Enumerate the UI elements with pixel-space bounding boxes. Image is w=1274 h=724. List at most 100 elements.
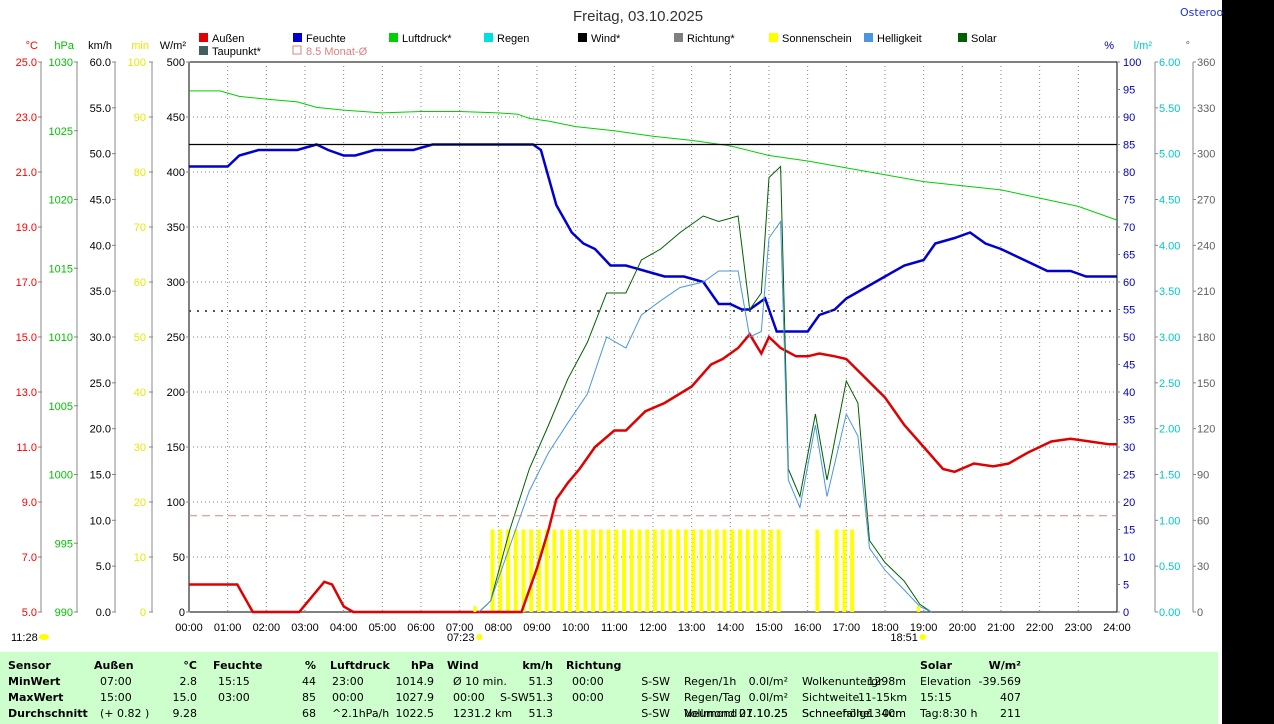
aussen-time: 15:00 — [100, 691, 132, 704]
sunshine-bar — [629, 529, 634, 612]
rain-tick-label: 5.50 — [1159, 103, 1180, 115]
moon-icon — [39, 634, 49, 640]
x-tick-label: 17:00 — [833, 622, 861, 634]
legend-label: Feuchte — [306, 33, 346, 45]
sunshine-bar — [575, 529, 580, 612]
pressure-tick-label: 1000 — [49, 470, 73, 482]
sunshine-bar — [598, 529, 603, 612]
x-tick-label: 16:00 — [794, 622, 822, 634]
chart-series — [189, 90, 1118, 614]
header-luftdruck-unit: hPa — [410, 659, 434, 672]
sun-tick-label: 60 — [134, 277, 146, 289]
luftdruck-time: 23:00 — [332, 675, 364, 688]
solar-value: 211 — [1000, 707, 1021, 720]
pressure-tick-label: 1015 — [49, 263, 73, 275]
sunshine-bar — [738, 529, 742, 612]
x-tick-label: 13:00 — [678, 622, 706, 634]
series-helligkeit-line — [478, 219, 932, 613]
wind-direction: S-SW — [500, 691, 529, 704]
rain-tick-label: 6.00 — [1159, 57, 1180, 69]
rain-unit-label: l/m² — [1134, 40, 1153, 52]
rain-tick-label: 1.00 — [1159, 515, 1180, 527]
legend-swatch — [958, 33, 967, 42]
legend-swatch — [292, 45, 302, 55]
sun-tick-label: 40 — [134, 387, 146, 399]
x-tick-label: 15:00 — [755, 622, 783, 634]
temp-tick-label: 19.0 — [16, 222, 37, 234]
rain-tick-label: 3.00 — [1159, 332, 1180, 344]
header-wind-unit: km/h — [522, 659, 553, 672]
solar-value: -39.569 — [978, 675, 1021, 688]
right-black-panel — [1222, 0, 1274, 724]
richtung-time: 00:00 — [572, 691, 604, 704]
extra-label: Regen/1h — [684, 675, 737, 688]
row-label: MinWert — [8, 675, 61, 688]
wind-tick-label: 55.0 — [90, 103, 111, 115]
sunshine-bar — [668, 529, 673, 612]
wind-tick-label: 5.0 — [96, 561, 111, 573]
temp-tick-label: 23.0 — [16, 112, 37, 124]
wind-time: 1231.2 km — [453, 707, 513, 720]
header-feuchte: Feuchte — [213, 659, 263, 672]
direction-tick-label: 60 — [1197, 515, 1209, 527]
richtung-direction: S-SW — [641, 707, 670, 720]
sunshine-bar — [834, 529, 839, 612]
temp-tick-label: 13.0 — [16, 387, 37, 399]
solar-tick-label: 0 — [179, 607, 185, 619]
x-tick-label: 10:00 — [562, 622, 590, 634]
extra2-value: 1340m — [867, 707, 906, 720]
extra-label: Regen/Tag — [684, 691, 741, 704]
humidity-tick-label: 35 — [1123, 415, 1135, 427]
header-luftdruck: Luftdruck — [330, 659, 390, 672]
sun-tick-label: 30 — [134, 442, 146, 454]
rain-tick-label: 2.50 — [1159, 378, 1180, 390]
humidity-tick-label: 100 — [1123, 57, 1141, 69]
luftdruck-time: ^2.1hPa/h — [332, 707, 390, 720]
rain-tick-label: 4.00 — [1159, 240, 1180, 252]
sunshine-bar — [537, 529, 541, 612]
wind-tick-label: 20.0 — [90, 424, 111, 436]
x-tick-label: 02:00 — [253, 622, 281, 634]
sun-tick-label: 100 — [128, 57, 146, 69]
extra2-label: Sichtweite — [802, 691, 860, 704]
sunshine-bar — [490, 529, 495, 612]
x-tick-label: 05:00 — [369, 622, 397, 634]
sunshine-bar — [714, 529, 719, 612]
sunshine-bar — [560, 529, 565, 612]
sunshine-bar — [815, 529, 820, 612]
sunshine-bar — [683, 529, 688, 612]
temp-tick-label: 5.0 — [22, 607, 37, 619]
aussen-value: 9.28 — [172, 707, 198, 720]
x-tick-label: 21:00 — [987, 622, 1015, 634]
feuchte-value: 44 — [302, 675, 316, 688]
extra-value: 0.0l/m² — [748, 675, 788, 688]
sun-marker-label: 18:51 — [890, 632, 918, 644]
x-tick-label: 07:00 — [446, 622, 474, 634]
direction-tick-label: 120 — [1197, 424, 1215, 436]
statistics-panel: Sensor Außen °C Feuchte% Luftdruck hPa Wind km/… — [0, 652, 1218, 724]
sunshine-bar — [529, 529, 534, 612]
feuchte-time: 03:00 — [218, 691, 250, 704]
x-tick-label: 04:00 — [330, 622, 358, 634]
sunshine-bar — [699, 529, 704, 612]
direction-tick-label: 180 — [1197, 332, 1215, 344]
temp-unit-label: °C — [26, 40, 38, 52]
sunshine-bar — [722, 529, 727, 612]
x-tick-label: 09:00 — [523, 622, 551, 634]
rain-tick-label: 0.50 — [1159, 561, 1180, 573]
solar-tick-label: 500 — [167, 57, 185, 69]
solar-tick-label: 150 — [167, 442, 185, 454]
series-solar-line — [478, 165, 932, 613]
wind-tick-label: 60.0 — [90, 57, 111, 69]
humidity-tick-label: 60 — [1123, 277, 1135, 289]
sunshine-bar — [776, 529, 781, 612]
extra2-label: Schneehöhe — [802, 707, 870, 720]
humidity-tick-label: 5 — [1123, 580, 1129, 592]
sun-tick-label: 20 — [134, 497, 146, 509]
legend-label: Außen — [212, 33, 244, 45]
x-tick-label: 24:00 — [1103, 622, 1131, 634]
x-tick-label: 20:00 — [949, 622, 977, 634]
header-solar: Solar — [920, 659, 953, 672]
solar-tick-label: 350 — [167, 222, 185, 234]
humidity-tick-label: 95 — [1123, 85, 1135, 97]
